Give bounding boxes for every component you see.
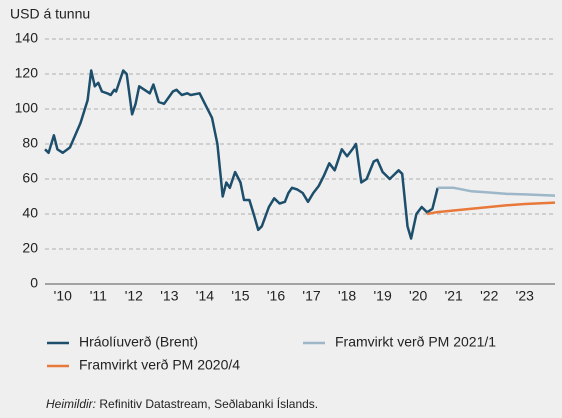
y-tick-label: 20 — [22, 240, 38, 256]
x-tick-label: '10 — [54, 288, 72, 304]
source-label: Heimildir: — [46, 397, 96, 411]
x-tick-label: '22 — [480, 288, 498, 304]
x-tick-label: '12 — [125, 288, 143, 304]
x-tick-label: '14 — [196, 288, 214, 304]
y-tick-label: 80 — [22, 135, 38, 151]
x-tick-label: '18 — [338, 288, 356, 304]
x-tick-label: '21 — [445, 288, 463, 304]
source: Heimildir: Refinitiv Datastream, Seðlaba… — [46, 396, 318, 411]
x-tick-label: '16 — [267, 288, 285, 304]
line — [426, 201, 556, 216]
legend-label: Hráolíuverð (Brent) — [79, 334, 198, 350]
x-tick-label: '23 — [516, 288, 534, 304]
legend-label: Framvirkt verð PM 2020/4 — [79, 357, 240, 373]
legend-label: Framvirkt verð PM 2021/1 — [335, 334, 496, 350]
y-tick-label: 120 — [15, 65, 39, 81]
source-text: Refinitiv Datastream, Seðlabanki Íslands… — [99, 396, 318, 411]
y-tick-label: 40 — [22, 205, 38, 221]
x-tick-label: '19 — [374, 288, 392, 304]
x-tick-label: '20 — [409, 288, 427, 304]
line — [44, 69, 439, 240]
x-tick-label: '13 — [160, 288, 178, 304]
line — [437, 186, 556, 197]
y-tick-label: 100 — [15, 100, 39, 116]
x-tick-label: '17 — [302, 288, 320, 304]
y-tick-label: 140 — [15, 30, 39, 46]
x-tick-label: '11 — [90, 288, 107, 304]
y-tick-label: 0 — [30, 275, 38, 291]
y-axis-label: USD á tunnu — [10, 6, 90, 22]
y-tick-label: 60 — [22, 170, 38, 186]
x-tick-label: '15 — [231, 288, 249, 304]
